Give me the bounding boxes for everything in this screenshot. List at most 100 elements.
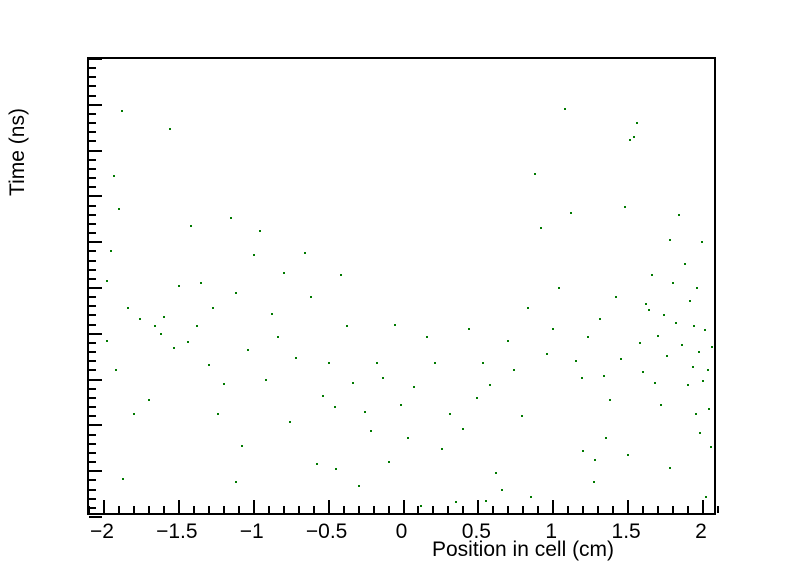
scatter-points bbox=[89, 59, 714, 513]
scatter-point bbox=[570, 211, 573, 214]
scatter-point bbox=[153, 324, 156, 327]
scatter-point bbox=[697, 351, 700, 354]
scatter-point bbox=[105, 279, 108, 282]
scatter-point bbox=[234, 481, 237, 484]
y-tick-minor bbox=[89, 250, 96, 253]
x-tick-minor bbox=[117, 506, 120, 513]
x-tick-label: −0.5 bbox=[305, 520, 348, 543]
y-tick-minor bbox=[89, 369, 96, 372]
scatter-point bbox=[186, 341, 189, 344]
scatter-point bbox=[592, 481, 595, 484]
x-tick-minor bbox=[192, 506, 195, 513]
scatter-point bbox=[282, 272, 285, 275]
y-tick-minor bbox=[89, 76, 96, 79]
x-tick-major bbox=[627, 500, 630, 513]
scatter-point bbox=[406, 437, 409, 440]
scatter-point bbox=[574, 360, 577, 363]
scatter-point bbox=[276, 336, 279, 339]
y-tick-minor bbox=[89, 232, 96, 235]
scatter-point bbox=[582, 450, 585, 453]
scatter-point bbox=[126, 307, 129, 310]
scatter-point bbox=[433, 362, 436, 365]
x-tick-minor bbox=[687, 506, 690, 513]
x-tick-minor bbox=[357, 506, 360, 513]
x-tick-label: −1.5 bbox=[156, 520, 198, 543]
x-tick-minor bbox=[207, 506, 210, 513]
scatter-point bbox=[702, 380, 705, 383]
y-axis-tick-labels: 050100150200250300350400450500 bbox=[0, 0, 80, 572]
scatter-point bbox=[705, 495, 708, 498]
x-tick-minor bbox=[522, 506, 525, 513]
y-tick-minor bbox=[89, 222, 96, 225]
y-tick-minor bbox=[89, 268, 96, 271]
y-tick-minor bbox=[89, 497, 96, 500]
y-tick-major bbox=[89, 378, 102, 381]
y-tick-minor bbox=[89, 259, 96, 262]
x-tick-minor bbox=[372, 506, 375, 513]
y-tick-minor bbox=[89, 85, 96, 88]
x-tick-label: 1.5 bbox=[611, 520, 641, 543]
scatter-point bbox=[513, 369, 516, 372]
y-tick-minor bbox=[89, 112, 96, 115]
scatter-point bbox=[420, 505, 423, 507]
x-tick-minor bbox=[672, 506, 675, 513]
scatter-point bbox=[694, 413, 697, 416]
scatter-point bbox=[654, 382, 657, 385]
y-tick-major bbox=[89, 103, 102, 106]
scatter-point bbox=[363, 410, 366, 413]
scatter-point bbox=[691, 365, 694, 368]
scatter-point bbox=[687, 384, 690, 387]
scatter-point bbox=[339, 274, 342, 277]
scatter-point bbox=[120, 110, 123, 113]
y-tick-major bbox=[89, 424, 102, 427]
x-tick-minor bbox=[417, 506, 420, 513]
scatter-point bbox=[678, 213, 681, 216]
y-tick-minor bbox=[89, 158, 96, 161]
scatter-point bbox=[468, 328, 471, 331]
scatter-point bbox=[651, 274, 654, 277]
scatter-point bbox=[481, 362, 484, 365]
scatter-point bbox=[114, 369, 117, 372]
scatter-point bbox=[660, 404, 663, 407]
scatter-point bbox=[681, 343, 684, 346]
x-tick-major bbox=[327, 500, 330, 513]
scatter-point bbox=[264, 378, 267, 381]
scatter-point bbox=[627, 453, 630, 456]
y-tick-minor bbox=[89, 461, 96, 464]
scatter-point bbox=[138, 318, 141, 321]
scatter-point bbox=[684, 263, 687, 266]
y-tick-major bbox=[89, 58, 102, 60]
y-tick-minor bbox=[89, 213, 96, 216]
scatter-point bbox=[693, 325, 696, 328]
scatter-point bbox=[105, 340, 108, 343]
scatter-point bbox=[189, 224, 192, 227]
y-tick-major bbox=[89, 195, 102, 198]
scatter-point bbox=[663, 314, 666, 317]
scatter-point bbox=[162, 316, 165, 319]
y-tick-minor bbox=[89, 296, 96, 299]
scatter-point bbox=[501, 488, 504, 491]
y-tick-minor bbox=[89, 433, 96, 436]
y-tick-minor bbox=[89, 387, 96, 390]
y-tick-minor bbox=[89, 131, 96, 134]
scatter-point bbox=[703, 329, 706, 332]
scatter-point bbox=[586, 336, 589, 339]
scatter-point bbox=[645, 303, 648, 306]
y-tick-major bbox=[89, 516, 102, 518]
scatter-point bbox=[603, 374, 606, 377]
x-tick-minor bbox=[642, 506, 645, 513]
x-tick-minor bbox=[717, 506, 719, 513]
scatter-point bbox=[628, 138, 631, 141]
x-tick-minor bbox=[312, 506, 315, 513]
scatter-point bbox=[558, 287, 561, 289]
plot-frame bbox=[87, 57, 719, 518]
scatter-point bbox=[393, 323, 396, 326]
scatter-point bbox=[489, 384, 492, 387]
scatter-point bbox=[240, 444, 243, 447]
scatter-point bbox=[222, 383, 225, 386]
scatter-point bbox=[168, 127, 171, 130]
scatter-point bbox=[177, 285, 180, 288]
scatter-point bbox=[327, 362, 330, 365]
scatter-point bbox=[636, 122, 639, 125]
